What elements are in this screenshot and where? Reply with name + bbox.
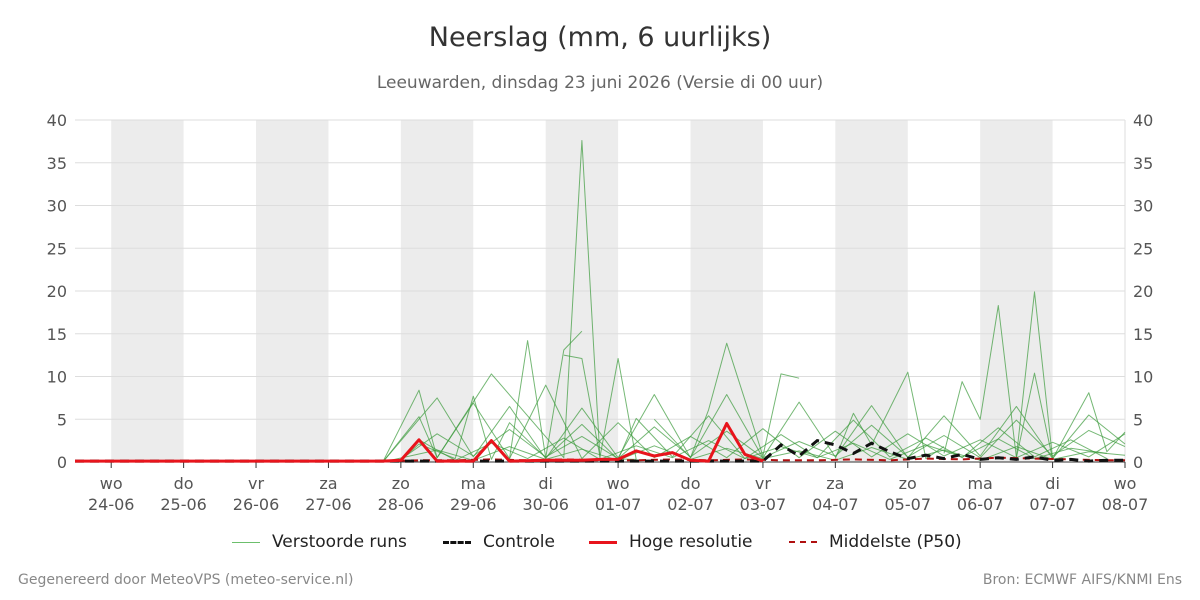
legend-label: Controle bbox=[483, 532, 555, 552]
y-tick-label-right: 15 bbox=[1133, 325, 1153, 344]
x-tick-weekday: za bbox=[319, 474, 337, 493]
x-tick-date: 07-07 bbox=[1029, 495, 1076, 514]
precipitation-chart: 0 0 5 5 10 10 15 15 20 20 25 25 30 30 35 35 40 40 wo 24-06 d… bbox=[47, 111, 1154, 514]
x-tick-date: 28-06 bbox=[378, 495, 425, 514]
x-tick-date: 02-07 bbox=[667, 495, 714, 514]
ensemble-run-line bbox=[563, 354, 637, 460]
x-tick-weekday: di bbox=[538, 474, 553, 493]
ensemble-run-line bbox=[400, 419, 1126, 460]
x-tick-date: 06-07 bbox=[957, 495, 1004, 514]
legend-label: Verstoorde runs bbox=[272, 532, 407, 552]
x-tick-date: 05-07 bbox=[885, 495, 932, 514]
x-tick-weekday: wo bbox=[100, 474, 123, 493]
x-tick-weekday: wo bbox=[607, 474, 630, 493]
y-tick-label-left: 0 bbox=[57, 453, 67, 472]
y-tick-label-right: 0 bbox=[1133, 453, 1143, 472]
legend-swatch-red-dashed bbox=[789, 541, 817, 543]
ensemble-run-line bbox=[382, 445, 1126, 463]
x-tick-date: 29-06 bbox=[450, 495, 497, 514]
y-tick-label-right: 30 bbox=[1133, 197, 1153, 216]
chart-subtitle: Leeuwarden, dinsdag 23 juni 2026 (Versie… bbox=[376, 73, 824, 93]
legend-swatch-thin-green bbox=[232, 541, 260, 543]
ensemble-run-line bbox=[382, 384, 1126, 463]
x-tick-date: 01-07 bbox=[595, 495, 642, 514]
legend-item-perturbed-runs[interactable]: Verstoorde runs bbox=[232, 530, 407, 554]
legend-label: Hoge resolutie bbox=[629, 532, 753, 552]
y-tick-label-right: 25 bbox=[1133, 239, 1153, 258]
legend-item-median[interactable]: Middelste (P50) bbox=[789, 530, 962, 554]
x-tick-date: 25-06 bbox=[160, 495, 207, 514]
y-tick-label-left: 5 bbox=[57, 410, 67, 429]
x-tick-date: 03-07 bbox=[740, 495, 787, 514]
x-tick-date: 04-07 bbox=[812, 495, 859, 514]
x-tick-date: 30-06 bbox=[522, 495, 569, 514]
ensemble-run-line bbox=[400, 395, 1108, 461]
y-tick-label-right: 10 bbox=[1133, 368, 1153, 387]
ensemble-run-line bbox=[382, 140, 637, 463]
x-tick-weekday: do bbox=[681, 474, 701, 493]
x-tick-weekday: zo bbox=[392, 474, 410, 493]
legend-label: Middelste (P50) bbox=[829, 532, 962, 552]
x-tick-weekday: vr bbox=[755, 474, 771, 493]
legend-swatch-red-solid bbox=[589, 540, 617, 544]
y-tick-label-right: 35 bbox=[1133, 154, 1153, 173]
legend-swatch-black-dashed bbox=[443, 540, 471, 544]
x-tick-weekday: do bbox=[174, 474, 194, 493]
footer-source: Bron: ECMWF AIFS/KNMI Ens bbox=[982, 572, 1182, 588]
y-tick-label-right: 5 bbox=[1133, 410, 1143, 429]
y-tick-label-right: 40 bbox=[1133, 111, 1153, 130]
y-tick-label-left: 30 bbox=[47, 197, 67, 216]
x-tick-weekday: di bbox=[1045, 474, 1060, 493]
x-tick-date: 08-07 bbox=[1102, 495, 1149, 514]
y-tick-label-left: 10 bbox=[47, 368, 67, 387]
chart-legend: Verstoorde runs Controle Hoge resolutie … bbox=[0, 530, 1200, 554]
chart-title: Neerslag (mm, 6 uurlijks) bbox=[428, 22, 772, 53]
footer-credit: Gegenereerd door MeteoVPS (meteo-service… bbox=[18, 572, 354, 588]
x-tick-weekday: ma bbox=[967, 474, 992, 493]
ensemble-run-line bbox=[943, 305, 1054, 460]
high-resolution-line bbox=[75, 422, 764, 463]
y-tick-label-left: 40 bbox=[47, 111, 67, 130]
y-tick-label-right: 20 bbox=[1133, 282, 1153, 301]
legend-item-control[interactable]: Controle bbox=[443, 530, 555, 554]
y-tick-label-left: 25 bbox=[47, 239, 67, 258]
x-tick-weekday: zo bbox=[899, 474, 917, 493]
x-tick-weekday: za bbox=[826, 474, 844, 493]
legend-item-high-resolution[interactable]: Hoge resolutie bbox=[589, 530, 753, 554]
y-tick-label-left: 35 bbox=[47, 154, 67, 173]
x-tick-weekday: wo bbox=[1114, 474, 1137, 493]
y-tick-label-left: 20 bbox=[47, 282, 67, 301]
y-tick-label-left: 15 bbox=[47, 325, 67, 344]
x-tick-date: 24-06 bbox=[88, 495, 135, 514]
x-tick-weekday: vr bbox=[248, 474, 264, 493]
x-tick-date: 26-06 bbox=[233, 495, 280, 514]
control-run-line bbox=[75, 438, 1125, 463]
x-tick-weekday: ma bbox=[461, 474, 486, 493]
x-tick-date: 27-06 bbox=[305, 495, 352, 514]
ensemble-run-line bbox=[1015, 291, 1126, 460]
